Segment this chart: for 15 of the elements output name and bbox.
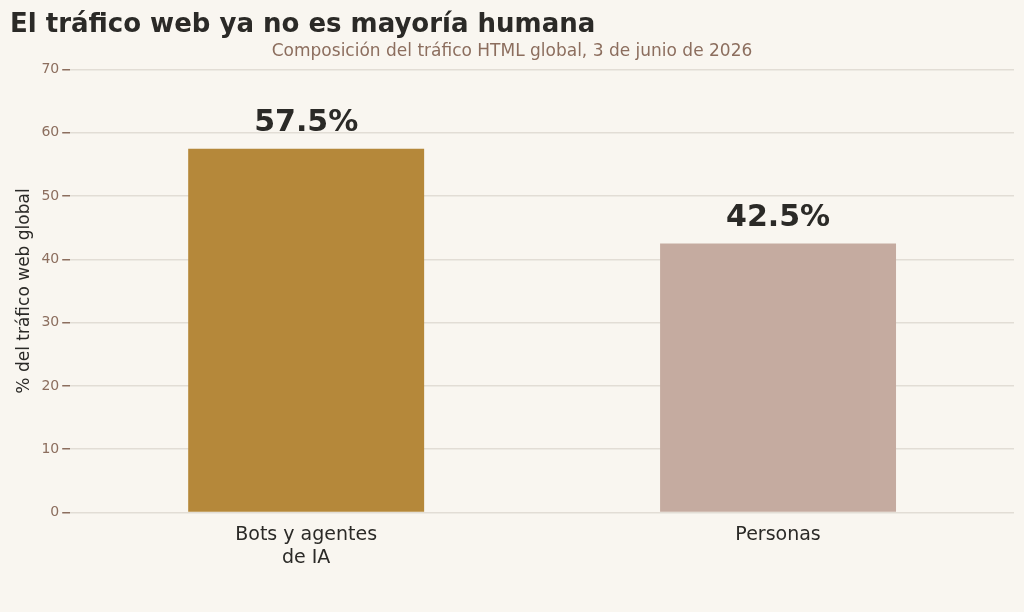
chart-subtitle: Composición del tráfico HTML global, 3 de junio de 2026 (271, 39, 753, 60)
y-tick-label: 60 (41, 123, 60, 140)
y-tick-label: 40 (41, 250, 60, 267)
chart-title: El tráfico web ya no es mayoría humana (10, 8, 596, 39)
x-tick-label: Personas (735, 521, 821, 544)
y-tick-label: 30 (41, 313, 60, 330)
data-label: 57.5% (254, 103, 359, 139)
y-tick-label: 50 (41, 186, 60, 203)
y-axis-title: % del tráfico web global (12, 188, 33, 394)
y-tick-label: 10 (41, 439, 60, 456)
data-label: 42.5% (726, 198, 831, 234)
y-tick-label: 20 (41, 376, 60, 393)
x-tick-label: Bots y agentes de IA (235, 521, 378, 567)
y-tick-label: 70 (41, 60, 60, 77)
y-tick-label: 0 (50, 503, 60, 520)
